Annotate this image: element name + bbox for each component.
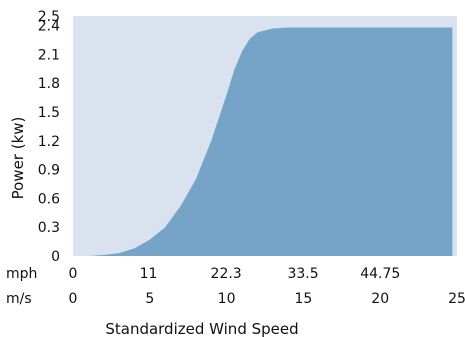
y-tick-label: 0.3: [38, 220, 60, 236]
y-tick-label: 1.8: [38, 76, 60, 92]
x-unit-label-mph: mph: [6, 266, 37, 282]
x-axis-title: Standardized Wind Speed: [105, 320, 298, 337]
x-tick-label-mph: 22.3: [211, 266, 242, 282]
x-tick-label-ms: 25: [448, 291, 465, 307]
y-tick-label: 1.2: [38, 134, 60, 150]
x-tick-label-ms: 10: [218, 291, 236, 307]
y-tick-label: 0: [51, 249, 60, 265]
x-tick-label-mph: 11: [140, 266, 158, 282]
y-tick-label: 0.6: [38, 191, 60, 207]
x-unit-label-ms: m/s: [6, 291, 32, 307]
y-axis-title: Power (kw): [9, 117, 27, 200]
x-tick-label-mph: 33.5: [287, 266, 318, 282]
x-tick-label-ms: 5: [145, 291, 154, 307]
x-tick-label-ms: 0: [69, 291, 78, 307]
y-tick-label: 2.4: [38, 19, 60, 35]
x-tick-label-ms: 20: [371, 291, 389, 307]
y-tick-label: 2.5: [38, 9, 60, 25]
power-area-series: [73, 27, 453, 256]
y-tick-label: 2.1: [38, 47, 60, 63]
x-tick-label-mph: 0: [69, 266, 78, 282]
x-tick-label-mph: 44.75: [360, 266, 400, 282]
x-tick-label-ms: 15: [294, 291, 312, 307]
y-tick-label: 0.9: [38, 163, 60, 179]
y-axis-tick-labels: 0 0.3 0.6 0.9 1.2 1.5 1.8 2.1 2.42.5: [38, 9, 60, 265]
x-axis-ms-tick-labels: 0 5 10 15 20 25: [69, 291, 465, 307]
y-tick-label: 1.5: [38, 105, 60, 121]
